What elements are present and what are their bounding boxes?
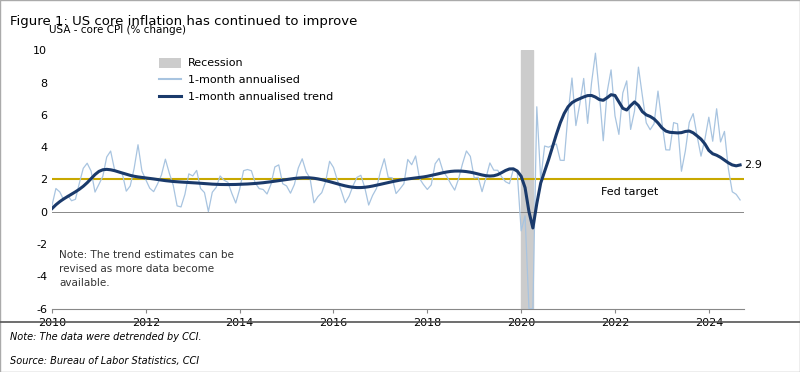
Text: Note: The trend estimates can be
revised as more data become
available.: Note: The trend estimates can be revised… (59, 250, 234, 288)
Text: Note: The data were detrended by CCI.: Note: The data were detrended by CCI. (10, 331, 202, 341)
Text: Fed target: Fed target (601, 187, 658, 197)
Text: Source: Bureau of Labor Statistics, CCI: Source: Bureau of Labor Statistics, CCI (10, 356, 198, 366)
Legend: Recession, 1-month annualised, 1-month annualised trend: Recession, 1-month annualised, 1-month a… (154, 53, 338, 107)
Bar (521, 50, 533, 309)
Text: USA - core CPI (% change): USA - core CPI (% change) (49, 25, 186, 35)
Text: 2.9: 2.9 (744, 160, 762, 170)
Text: Figure 1: US core inflation has continued to improve: Figure 1: US core inflation has continue… (10, 15, 357, 28)
